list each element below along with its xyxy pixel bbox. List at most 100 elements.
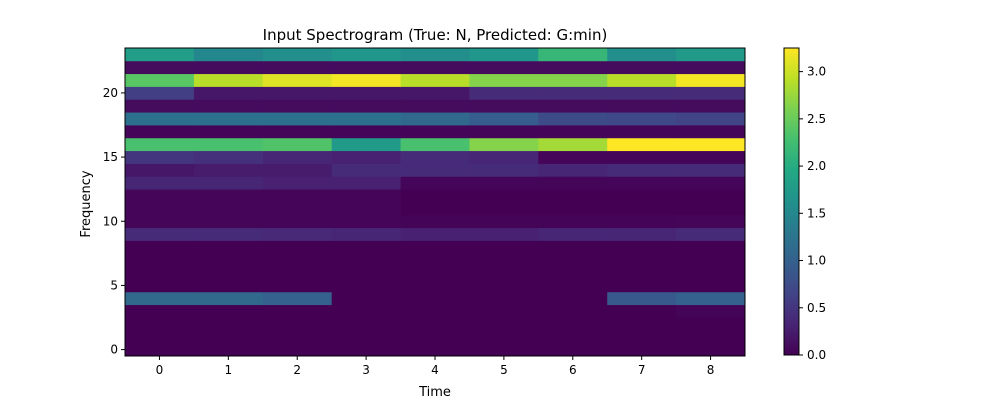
heatmap-cell — [400, 330, 470, 344]
heatmap-cell — [538, 137, 608, 152]
heatmap-cell — [607, 125, 677, 139]
x-axis: 0 1 2 3 4 5 6 7 8 — [156, 356, 714, 377]
heatmap-cell — [676, 48, 746, 62]
heatmap-cell — [262, 176, 333, 190]
heatmap-cell — [125, 48, 195, 62]
heatmap-cell — [469, 112, 539, 126]
heatmap-cell — [607, 214, 677, 229]
heatmap-cell — [125, 343, 195, 357]
heatmap-cell — [607, 86, 677, 100]
x-tick-label: 7 — [638, 363, 646, 377]
heatmap-cell — [400, 343, 470, 357]
heatmap-cell — [538, 266, 608, 280]
heatmap-cell — [538, 317, 608, 331]
x-tick-label: 4 — [431, 363, 439, 377]
heatmap-cell — [469, 343, 539, 357]
heatmap-cell — [469, 330, 539, 344]
heatmap-cell — [676, 330, 746, 344]
heatmap-cell — [676, 240, 746, 254]
heatmap-cell — [193, 48, 264, 62]
heatmap-cell — [331, 291, 401, 306]
heatmap-cell — [262, 60, 333, 75]
heatmap-cell — [538, 60, 608, 75]
heatmap-cell — [331, 330, 401, 344]
heatmap-cell — [193, 343, 264, 357]
heatmap-cell — [193, 163, 264, 177]
heatmap-cells — [125, 48, 746, 357]
heatmap-cell — [193, 330, 264, 344]
heatmap-cell — [193, 150, 264, 164]
heatmap-cell — [676, 253, 746, 267]
heatmap-cell — [538, 73, 608, 87]
heatmap-cell — [262, 125, 333, 139]
colorbar — [783, 47, 800, 356]
heatmap-cell — [193, 99, 264, 113]
heatmap-cell — [469, 99, 539, 113]
heatmap-cell — [400, 86, 470, 100]
heatmap-cell — [607, 202, 677, 216]
heatmap-cell — [676, 112, 746, 126]
heatmap-cell — [125, 266, 195, 280]
heatmap-cell — [125, 150, 195, 164]
heatmap-cell — [676, 125, 746, 139]
heatmap-cell — [331, 189, 401, 203]
heatmap-cell — [400, 240, 470, 254]
heatmap-cell — [607, 48, 677, 62]
heatmap-cell — [607, 99, 677, 113]
heatmap-cell — [262, 214, 333, 229]
colorbar-tick-label: 1.0 — [807, 254, 826, 268]
heatmap-cell — [193, 176, 264, 190]
heatmap-cell — [331, 304, 401, 318]
heatmap-cell — [193, 279, 264, 293]
heatmap-cell — [400, 291, 470, 306]
heatmap-cell — [538, 163, 608, 177]
heatmap-cell — [331, 163, 401, 177]
heatmap-cell — [125, 240, 195, 254]
heatmap-cell — [125, 304, 195, 318]
heatmap-cell — [469, 48, 539, 62]
heatmap-cell — [607, 112, 677, 126]
heatmap-cell — [400, 266, 470, 280]
heatmap-cell — [469, 227, 539, 241]
heatmap-cell — [400, 317, 470, 331]
heatmap-cell — [193, 266, 264, 280]
heatmap-cell — [331, 279, 401, 293]
heatmap-cell — [262, 279, 333, 293]
heatmap-cell — [469, 253, 539, 267]
heatmap-cell — [469, 86, 539, 100]
heatmap-cell — [400, 60, 470, 75]
heatmap-cell — [331, 227, 401, 241]
heatmap-cell — [607, 330, 677, 344]
x-tick-label: 3 — [362, 363, 370, 377]
heatmap-cell — [262, 150, 333, 164]
heatmap-cell — [262, 189, 333, 203]
heatmap-cell — [676, 279, 746, 293]
heatmap-cell — [125, 176, 195, 190]
heatmap-cell — [469, 266, 539, 280]
x-axis-label: Time — [418, 385, 451, 400]
heatmap-cell — [331, 202, 401, 216]
heatmap-cell — [262, 99, 333, 113]
heatmap-cell — [538, 227, 608, 241]
heatmap-cell — [193, 291, 264, 306]
heatmap-cell — [125, 189, 195, 203]
heatmap-cell — [262, 163, 333, 177]
heatmap-cell — [607, 137, 677, 152]
heatmap-cell — [193, 240, 264, 254]
heatmap-cell — [676, 99, 746, 113]
heatmap-cell — [125, 99, 195, 113]
heatmap-cell — [125, 330, 195, 344]
heatmap-cell — [676, 73, 746, 87]
heatmap-cell — [400, 176, 470, 190]
heatmap-cell — [331, 125, 401, 139]
heatmap-cell — [676, 304, 746, 318]
colorbar-tick-label: 2.0 — [807, 159, 826, 173]
heatmap-cell — [400, 150, 470, 164]
heatmap-cell — [125, 291, 195, 306]
heatmap-cell — [125, 253, 195, 267]
y-tick-label: 5 — [110, 278, 118, 292]
heatmap-cell — [331, 86, 401, 100]
heatmap-cell — [607, 163, 677, 177]
